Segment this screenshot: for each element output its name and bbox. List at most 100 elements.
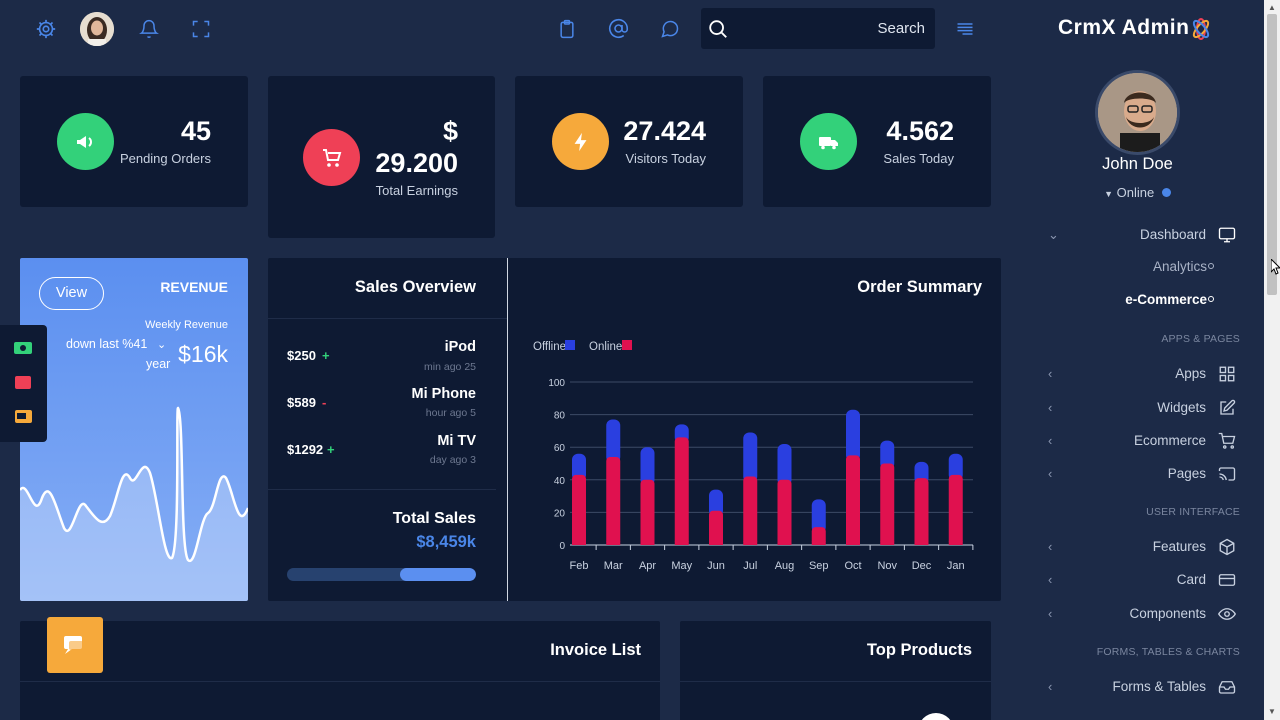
sidebar-item-label: Apps: [1175, 366, 1206, 381]
sidebar-item-forms-tables[interactable]: ‹ Forms & Tables: [1014, 673, 1264, 701]
bar-online-base: [640, 541, 655, 545]
stat-card-pending-orders: 45 Pending Orders: [20, 76, 248, 207]
legend-swatch-online: [622, 340, 632, 350]
avatar[interactable]: [80, 12, 114, 46]
revenue-card: View REVENUE Weekly Revenue down last %4…: [20, 258, 248, 601]
chat-widget-button[interactable]: [47, 617, 103, 673]
box-icon: [1219, 538, 1235, 556]
top-products-card: Top Products: [680, 621, 991, 720]
sidebar-item-ecommerce[interactable]: ‹ Ecommerce: [1014, 427, 1264, 455]
chat-bubbles-icon[interactable]: [15, 410, 32, 423]
bar-online: [880, 463, 895, 545]
x-tick-label: Apr: [639, 560, 656, 572]
bar-offline: [811, 499, 826, 534]
chevron-left-icon: ‹: [1048, 400, 1053, 415]
gear-icon[interactable]: [33, 16, 59, 42]
chat-icon[interactable]: [658, 17, 682, 41]
product-time: day ago 3: [429, 454, 476, 466]
bar-online: [914, 478, 929, 545]
bar-online: [846, 455, 860, 545]
sidebar-item-features[interactable]: ‹ Features: [1014, 533, 1264, 561]
product-price: $1292: [287, 442, 324, 457]
divider: [268, 489, 496, 490]
product-sign: -: [322, 395, 327, 410]
chevron-left-icon: ‹: [1048, 572, 1053, 587]
fullscreen-icon[interactable]: [189, 17, 213, 41]
product-price: $250: [287, 348, 316, 363]
lotus-icon: [1193, 18, 1210, 40]
bar-online: [640, 479, 655, 545]
x-tick-label: Feb: [570, 560, 589, 572]
scroll-down-icon[interactable]: ▼: [1268, 707, 1276, 716]
total-sales-value: $8,459k: [416, 533, 476, 551]
monitor-icon: [1218, 227, 1236, 243]
bar-offline: [846, 409, 860, 462]
stat-label: Sales Today: [883, 151, 954, 166]
sidebar-item-components[interactable]: ‹ Components: [1014, 600, 1264, 628]
page-scrollbar[interactable]: ▲ ▼: [1264, 0, 1280, 720]
cast-icon: [1218, 467, 1236, 481]
y-tick-label: 0: [559, 541, 565, 552]
bar-online-base: [606, 541, 621, 545]
clipboard-icon[interactable]: [555, 17, 579, 41]
sidebar-item-label: Analytics: [1152, 259, 1207, 274]
image-icon[interactable]: [15, 376, 31, 389]
card-icon: [1218, 574, 1236, 586]
sidebar-subitem-ecommerce[interactable]: e-Commerce: [1014, 286, 1264, 314]
view-button[interactable]: View: [39, 277, 104, 310]
sales-overview-title: Sales Overview: [354, 278, 476, 296]
scroll-up-icon[interactable]: ▲: [1268, 3, 1276, 12]
stat-label: Visitors Today: [625, 151, 706, 166]
truck-icon: [800, 113, 857, 170]
x-tick-label: Jun: [707, 560, 725, 572]
sidebar-item-label: Ecommerce: [1133, 433, 1206, 448]
scrollbar-thumb[interactable]: [1267, 14, 1277, 295]
product-thumbnail: [918, 713, 954, 720]
section-heading-ui: USER INTERFACE: [1146, 506, 1240, 518]
bar-online: [606, 456, 621, 545]
sidebar-subitem-analytics[interactable]: Analytics: [1014, 253, 1264, 281]
sidebar-item-label: Card: [1176, 572, 1206, 587]
user-avatar[interactable]: [1095, 70, 1180, 155]
sidebar-item-card[interactable]: ‹ Card: [1014, 566, 1264, 594]
x-tick-label: Jul: [743, 560, 757, 572]
product-name: iPod: [444, 339, 476, 355]
at-icon[interactable]: [606, 16, 630, 40]
sidebar-item-apps[interactable]: ‹ Apps: [1014, 360, 1264, 388]
x-tick-label: Aug: [775, 560, 795, 572]
edit-icon: [1220, 399, 1236, 415]
bell-icon[interactable]: [137, 17, 161, 41]
eye-icon: [1218, 608, 1236, 620]
x-tick-label: Oct: [844, 560, 861, 572]
bar-online-base: [572, 541, 586, 545]
circle-icon: [1208, 296, 1214, 302]
sidebar-item-label: Dashboard: [1139, 227, 1206, 242]
bar-offline: [948, 453, 963, 481]
menu-icon[interactable]: [953, 17, 977, 41]
user-status[interactable]: ▼ Online: [1022, 185, 1253, 200]
bolt-icon: [552, 113, 609, 170]
status-dot: [1161, 188, 1171, 197]
bar-online: [777, 479, 792, 545]
megaphone-icon: [57, 113, 114, 170]
order-summary-chart: 0 20 40 60 80 100 Offline Online Feb Mar Apr May Jun…: [533, 340, 974, 572]
stat-value: 4.562: [886, 116, 954, 146]
bar-online-base: [674, 541, 689, 545]
bar-online-base: [914, 541, 929, 545]
sidebar-item-label: Pages: [1167, 466, 1206, 481]
revenue-amount: $16k: [178, 341, 228, 367]
bar-offline: [709, 489, 723, 517]
revenue-down-text: down last %41: [66, 337, 148, 351]
chevron-left-icon: ‹: [1048, 433, 1053, 448]
bar-online-base: [811, 541, 826, 545]
sidebar-item-pages[interactable]: ‹ Pages: [1014, 460, 1264, 488]
cart-icon: [303, 129, 360, 186]
sidebar-item-widgets[interactable]: ‹ Widgets: [1014, 394, 1264, 422]
stat-value: 29.200: [375, 148, 458, 178]
divider: [680, 681, 991, 682]
sidebar-item-dashboard[interactable]: ⌄ Dashboard: [1014, 221, 1264, 249]
revenue-sparkline: [20, 406, 248, 601]
search-box[interactable]: Search: [701, 8, 935, 49]
money-icon[interactable]: [14, 342, 32, 354]
x-tick-label: Jan: [947, 560, 965, 572]
